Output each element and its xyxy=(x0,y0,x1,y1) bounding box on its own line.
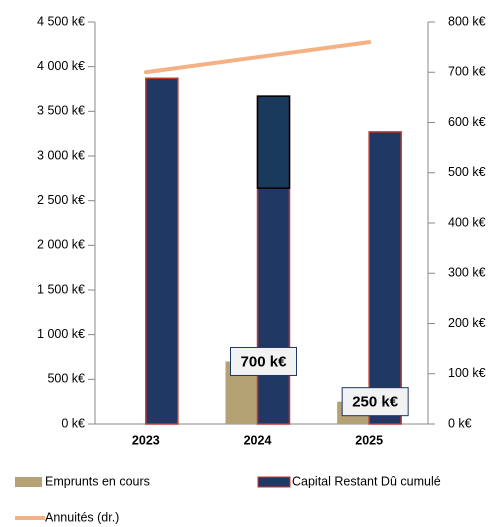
x-tick-label: 2023 xyxy=(132,433,160,447)
y2-tick-label: 200 k€ xyxy=(448,316,486,330)
y-tick-label: 500 k€ xyxy=(47,372,85,386)
y-tick-label: 0 k€ xyxy=(61,416,85,430)
x-tick-label: 2024 xyxy=(244,433,272,447)
y2-tick-label: 800 k€ xyxy=(448,14,486,28)
value-label-box xyxy=(341,387,409,417)
legend-label: Emprunts en cours xyxy=(45,474,150,488)
line-series xyxy=(143,40,372,75)
y-tick-label: 4 500 k€ xyxy=(37,14,85,28)
y-tick-label: 3 000 k€ xyxy=(37,148,85,162)
y-tick-label: 1 500 k€ xyxy=(37,282,85,296)
y-tick-label: 2 000 k€ xyxy=(37,238,85,252)
y-tick-label: 2 500 k€ xyxy=(37,193,85,207)
legend-swatch xyxy=(257,476,291,488)
y-tick-label: 3 500 k€ xyxy=(37,104,85,118)
y-tick-label: 1 000 k€ xyxy=(37,327,85,341)
y2-tick-label: 0 k€ xyxy=(448,416,472,430)
y2-tick-label: 100 k€ xyxy=(448,366,486,380)
bar xyxy=(368,131,402,425)
y2-tick-label: 600 k€ xyxy=(448,115,486,129)
value-label: 250 k€ xyxy=(352,394,399,411)
value-label: 700 k€ xyxy=(241,353,288,370)
y2-tick-label: 400 k€ xyxy=(448,215,486,229)
y2-tick-label: 300 k€ xyxy=(448,266,486,280)
y2-tick-label: 700 k€ xyxy=(448,65,486,79)
legend-label: Capital Restant Dû cumulé xyxy=(292,474,441,488)
y-tick-label: 4 000 k€ xyxy=(37,59,85,73)
x-tick-label: 2025 xyxy=(355,433,383,447)
bar xyxy=(145,77,179,425)
y2-tick-label: 500 k€ xyxy=(448,165,486,179)
value-label-box xyxy=(230,346,297,376)
highlight-box xyxy=(256,95,291,189)
legend-swatch xyxy=(15,477,42,487)
legend-label: Annuités (dr.) xyxy=(45,510,119,524)
